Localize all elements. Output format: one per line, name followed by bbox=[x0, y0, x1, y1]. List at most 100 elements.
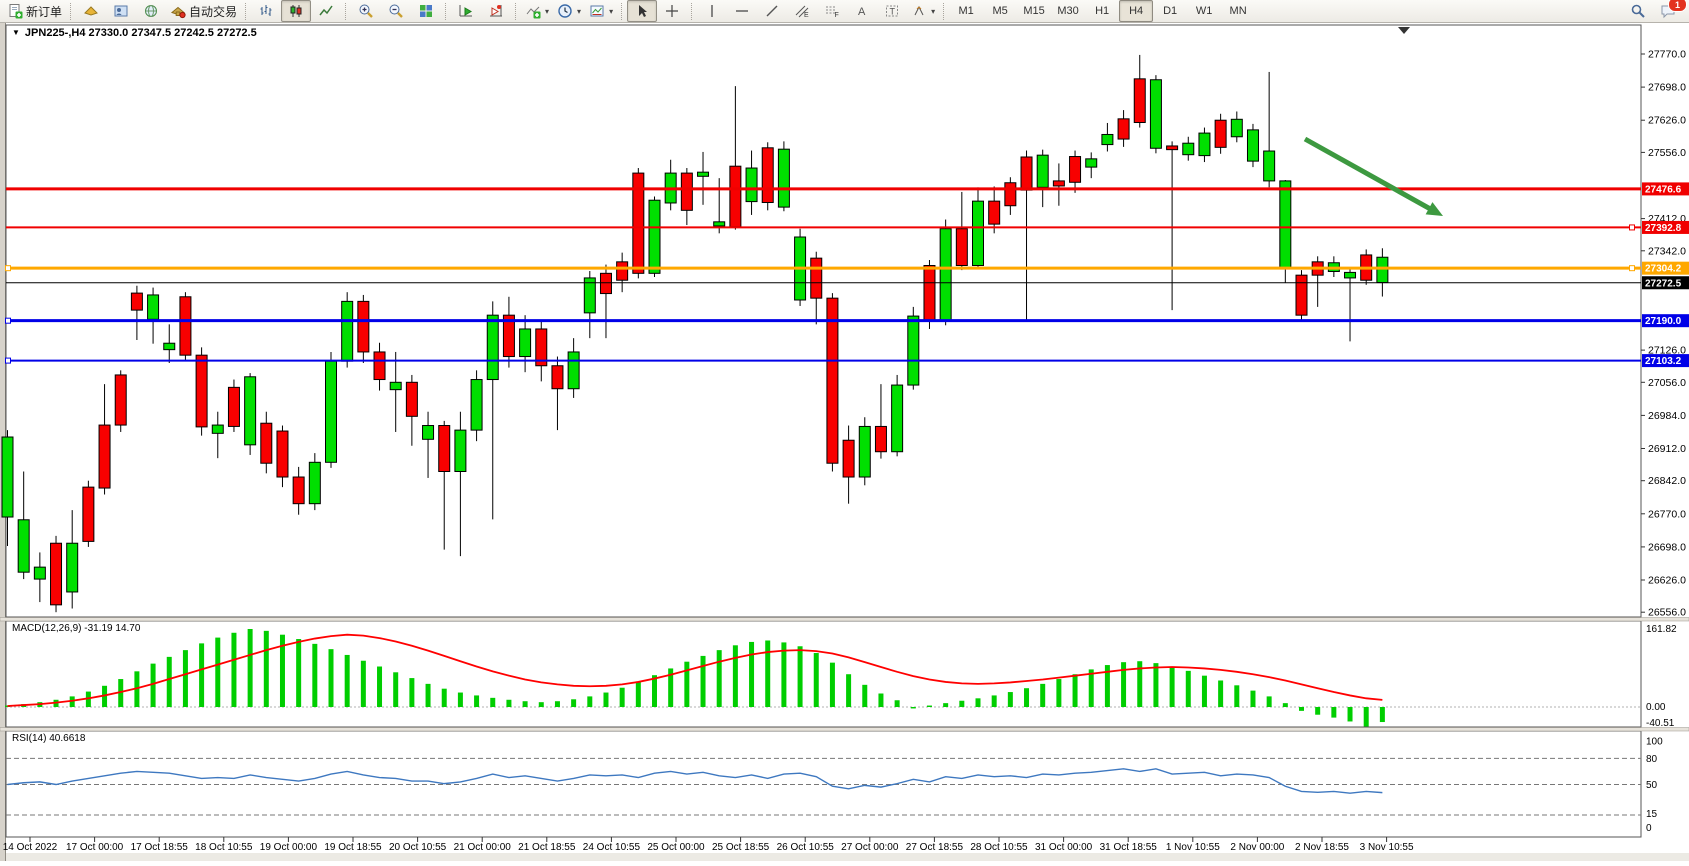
candle-body bbox=[842, 439, 855, 478]
tile-windows-button[interactable] bbox=[411, 0, 441, 22]
candle-body bbox=[972, 200, 984, 267]
trendline-button[interactable] bbox=[757, 0, 787, 22]
strategy-tester-button[interactable] bbox=[106, 0, 136, 22]
new-order-label: 新订单 bbox=[26, 4, 63, 19]
arrows-tool-button[interactable]: ▾ bbox=[907, 0, 939, 22]
candle-body bbox=[389, 381, 402, 391]
fibonacci-button[interactable]: F bbox=[817, 0, 847, 22]
macd-histogram-bar bbox=[1266, 696, 1272, 707]
zoom-out-button[interactable] bbox=[381, 0, 411, 22]
chevron-down-icon[interactable]: ▾ bbox=[577, 6, 582, 16]
timeframe-m15[interactable]: M15 bbox=[1023, 5, 1045, 17]
metaeditor-button[interactable] bbox=[76, 0, 106, 22]
line-handle[interactable] bbox=[1629, 265, 1635, 272]
chevron-down-icon[interactable]: ▾ bbox=[609, 6, 614, 16]
bar-chart-button[interactable] bbox=[251, 0, 281, 22]
macd-histogram-bar bbox=[619, 687, 625, 707]
macd-histogram-bar bbox=[85, 691, 91, 707]
new-order-button[interactable]: 新订单 bbox=[3, 0, 66, 22]
periods-button[interactable]: ▾ bbox=[553, 0, 585, 22]
main-toolbar: 新订单 自动交易 bbox=[0, 0, 1689, 23]
timeframe-d1[interactable]: D1 bbox=[1163, 5, 1178, 17]
timeframe-mn[interactable]: MN bbox=[1229, 5, 1247, 17]
label-tool-button[interactable]: T bbox=[877, 0, 907, 22]
timeframe-m1[interactable]: M1 bbox=[958, 5, 974, 17]
candle-body bbox=[357, 300, 370, 353]
chevron-down-icon[interactable]: ▾ bbox=[545, 6, 550, 16]
timeframe-m5[interactable]: M5 bbox=[992, 5, 1008, 17]
macd-histogram-bar bbox=[635, 681, 641, 707]
timeframe-h4[interactable]: H4 bbox=[1119, 0, 1154, 22]
candle-body bbox=[1166, 145, 1179, 151]
separator bbox=[621, 2, 623, 20]
macd-histogram-bar bbox=[716, 650, 722, 707]
crosshair-button[interactable] bbox=[657, 0, 687, 22]
price-axis-tick-label: 27056.0 bbox=[1648, 377, 1686, 389]
cursor-button[interactable] bbox=[627, 0, 658, 22]
time-axis-label: 31 Oct 00:00 bbox=[1035, 842, 1093, 853]
search-icon bbox=[1631, 4, 1645, 18]
text-tool-button[interactable]: A bbox=[847, 0, 877, 22]
notifications-button[interactable]: 1 bbox=[1653, 0, 1687, 22]
line-handle[interactable] bbox=[5, 317, 11, 324]
price-line-label: 27304.2 bbox=[1645, 264, 1682, 275]
price-axis-tick-label: 27342.0 bbox=[1648, 245, 1686, 257]
indicators-button[interactable]: ▾ bbox=[521, 0, 553, 22]
macd-histogram-bar bbox=[1104, 665, 1110, 707]
horizontal-line-button[interactable] bbox=[727, 0, 757, 22]
vertical-line-button[interactable] bbox=[697, 0, 727, 22]
time-axis-label: 25 Oct 00:00 bbox=[647, 842, 705, 853]
candle-body bbox=[422, 425, 435, 440]
macd-histogram-bar bbox=[797, 646, 803, 707]
time-axis-label: 3 Nov 10:55 bbox=[1360, 842, 1414, 853]
macd-histogram-bar bbox=[231, 632, 237, 707]
macd-histogram-bar bbox=[102, 685, 108, 707]
price-axis-tick-label: 27770.0 bbox=[1648, 49, 1686, 61]
metaeditor-icon bbox=[84, 6, 98, 16]
time-axis-label: 20 Oct 10:55 bbox=[389, 842, 447, 853]
time-axis-label: 17 Oct 18:55 bbox=[131, 842, 189, 853]
candle-body bbox=[1036, 154, 1049, 188]
chevron-down-icon[interactable]: ▾ bbox=[931, 6, 936, 16]
time-axis-label: 1 Nov 10:55 bbox=[1166, 842, 1220, 853]
auto-scroll-button[interactable] bbox=[451, 0, 481, 22]
candlestick-chart-button[interactable] bbox=[281, 0, 312, 22]
macd-histogram-bar bbox=[781, 642, 787, 707]
trend-arrow-head[interactable] bbox=[1425, 202, 1443, 216]
zoom-in-button[interactable] bbox=[351, 0, 381, 22]
timeframe-w1[interactable]: W1 bbox=[1195, 5, 1213, 17]
price-line-label: 27392.8 bbox=[1645, 223, 1682, 234]
line-handle[interactable] bbox=[5, 265, 11, 272]
candle-body bbox=[874, 425, 887, 453]
macd-histogram-bar bbox=[166, 656, 172, 707]
templates-button[interactable]: ▾ bbox=[585, 0, 617, 22]
candle-body bbox=[66, 542, 79, 593]
candle-body bbox=[195, 354, 208, 428]
timeframe-m30[interactable]: M30 bbox=[1057, 5, 1079, 17]
svg-text:A: A bbox=[858, 6, 866, 18]
search-button[interactable] bbox=[1623, 0, 1653, 22]
equidistant-channel-button[interactable]: E bbox=[787, 0, 817, 22]
candle-body bbox=[1117, 118, 1130, 140]
line-handle[interactable] bbox=[5, 357, 11, 364]
autotrading-button[interactable]: 自动交易 bbox=[166, 0, 241, 22]
price-axis-tick-label: 27626.0 bbox=[1648, 115, 1686, 127]
chart-shift-marker[interactable] bbox=[1398, 27, 1410, 34]
macd-histogram-bar bbox=[312, 643, 318, 707]
macd-histogram-bar bbox=[1218, 680, 1224, 707]
timeframe-h1[interactable]: H1 bbox=[1095, 5, 1110, 17]
macd-histogram-bar bbox=[1040, 683, 1046, 707]
macd-histogram-bar bbox=[1379, 707, 1385, 723]
macd-histogram-bar bbox=[1137, 661, 1143, 707]
chart-shift-button[interactable] bbox=[481, 0, 511, 22]
line-chart-button[interactable] bbox=[311, 0, 341, 22]
macd-histogram-bar bbox=[150, 663, 156, 707]
rsi-axis-label: 100 bbox=[1646, 737, 1663, 748]
candle-body bbox=[761, 147, 774, 204]
time-axis-label: 21 Oct 18:55 bbox=[518, 842, 576, 853]
macd-histogram-bar bbox=[182, 650, 188, 707]
community-button[interactable] bbox=[136, 0, 166, 22]
line-handle[interactable] bbox=[1629, 224, 1635, 231]
trend-arrow-line[interactable] bbox=[1303, 136, 1434, 213]
